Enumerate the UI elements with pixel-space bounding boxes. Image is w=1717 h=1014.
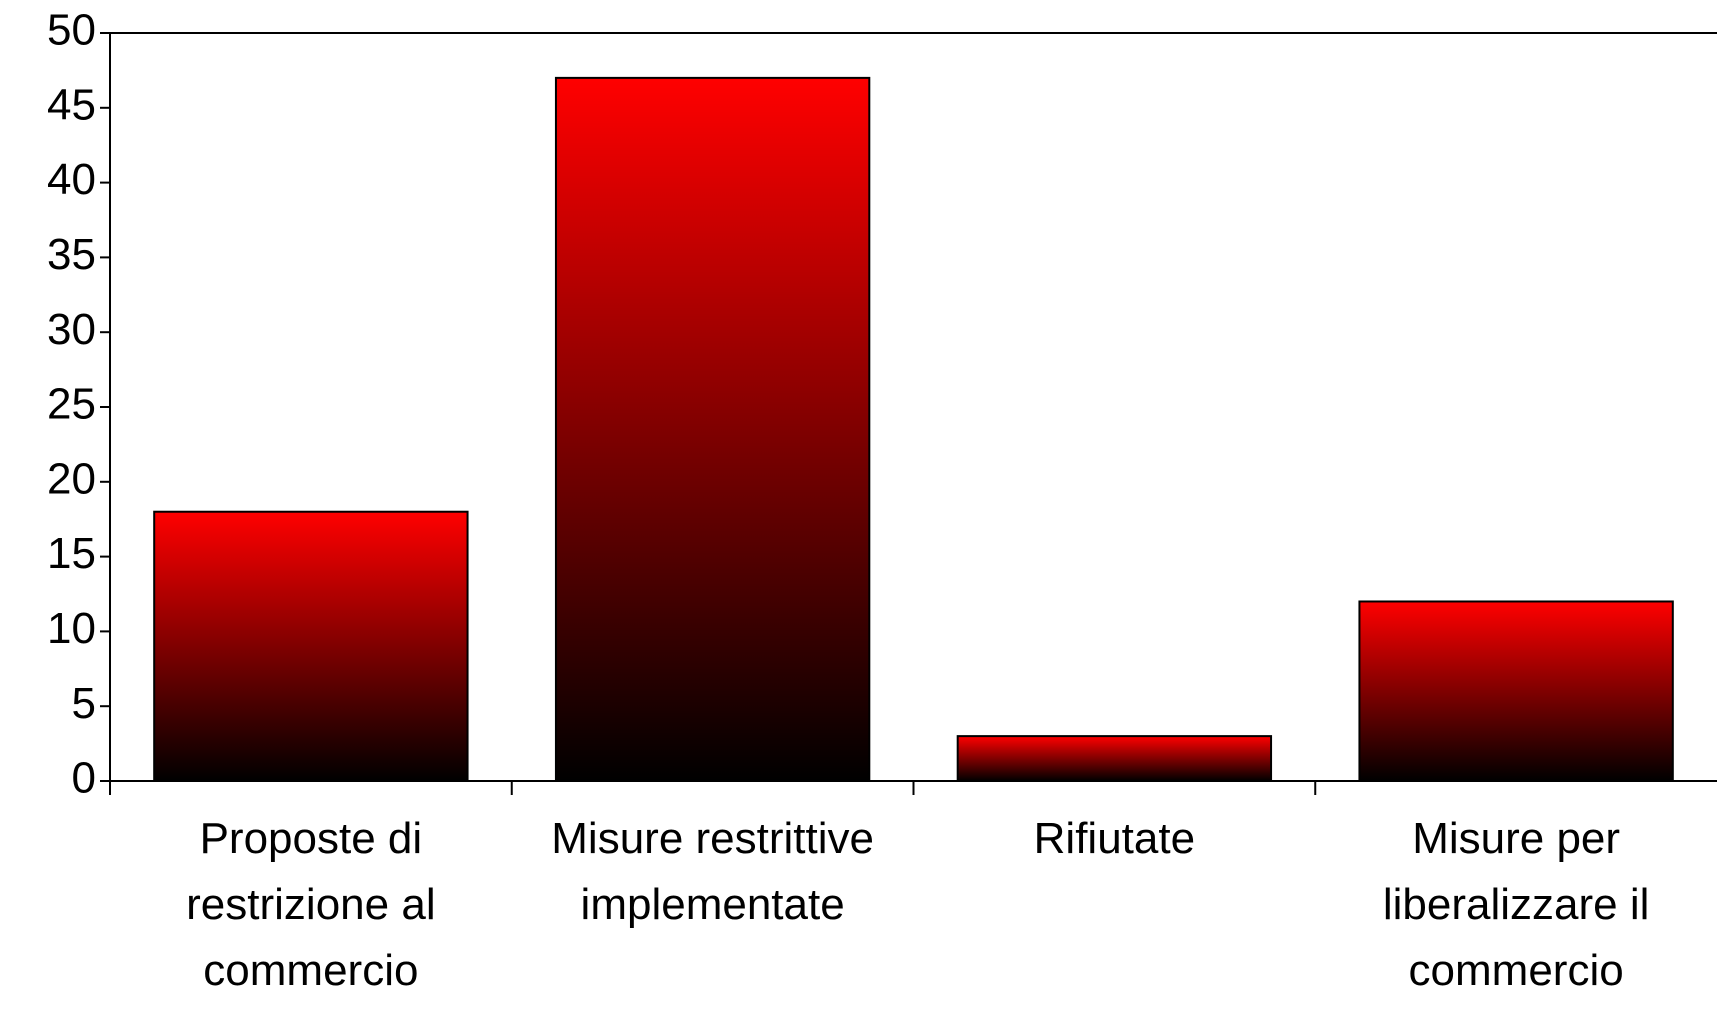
x-tick-label: Misure restrittive implementate (551, 814, 874, 929)
y-tick-label: 0 (72, 754, 96, 803)
bar (956, 735, 1273, 782)
bar (1358, 600, 1674, 782)
y-tick-label: 10 (47, 604, 96, 653)
y-tick-label: 25 (47, 380, 96, 429)
y-tick-label: 5 (72, 679, 96, 728)
y-tick-label: 20 (47, 454, 96, 503)
y-tick-label: 45 (47, 80, 96, 129)
x-tick-label: Misure per liberalizzare il commercio (1382, 814, 1650, 995)
y-tick-label: 15 (47, 529, 96, 578)
y-tick-label: 30 (47, 305, 96, 354)
y-tick-label: 35 (47, 230, 96, 279)
y-tick-label: 40 (47, 155, 96, 204)
x-tick-label: Proposte di restrizione al commercio (186, 814, 436, 995)
x-tick-label: Rifiutate (1033, 814, 1196, 863)
bar (153, 510, 469, 782)
y-tick-label: 50 (47, 6, 96, 55)
bar (554, 76, 871, 782)
